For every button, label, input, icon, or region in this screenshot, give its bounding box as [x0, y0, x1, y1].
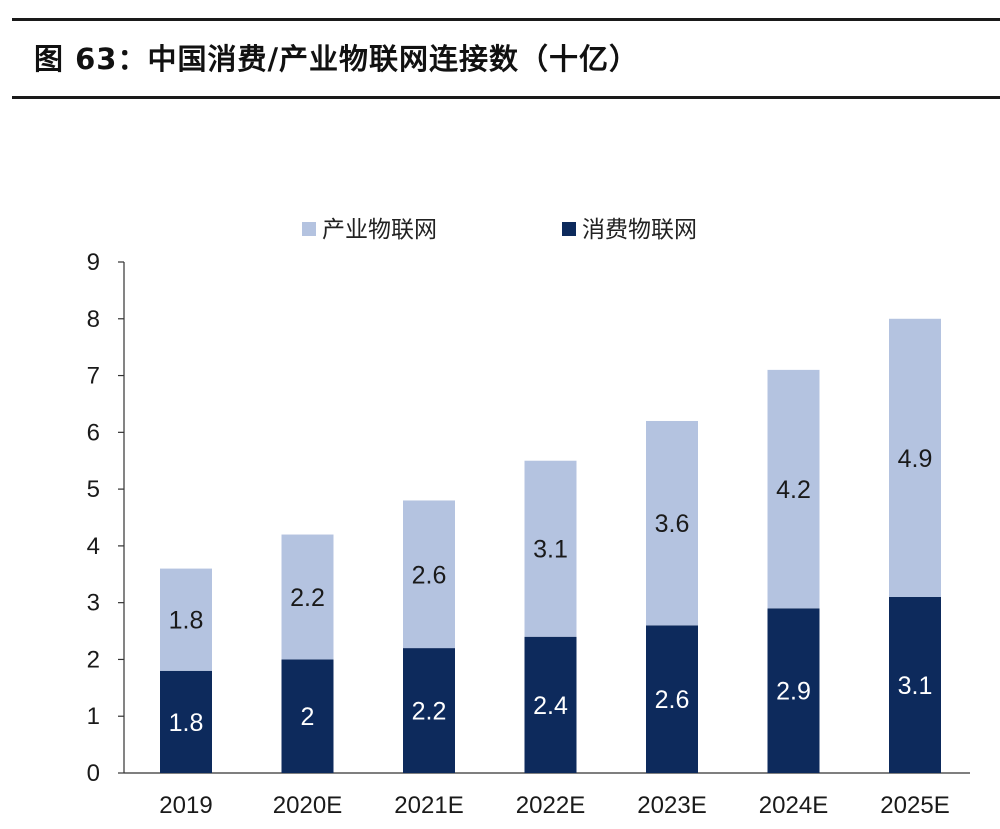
x-tick-label: 2023E — [637, 792, 706, 819]
bar-segment-consumer — [403, 648, 455, 773]
legend-swatch — [562, 222, 576, 236]
y-tick-label: 1 — [87, 703, 100, 730]
x-tick-label: 2025E — [880, 792, 949, 819]
x-tick-label: 2024E — [759, 792, 828, 819]
bar-segment-consumer — [281, 659, 334, 773]
legend-label: 消费物联网 — [582, 217, 697, 243]
data-label: 1.8 — [169, 607, 204, 635]
bar-segment-consumer — [889, 596, 941, 773]
x-tick-label: 2020E — [273, 792, 342, 819]
bar-segment-consumer — [524, 636, 577, 773]
bar-segment-industrial — [646, 420, 698, 626]
y-tick-label: 3 — [87, 590, 100, 617]
data-label: 2.6 — [412, 561, 447, 589]
y-tick-label: 6 — [87, 419, 100, 446]
bar-segment-industrial — [403, 500, 455, 649]
x-tick-label: 2022E — [516, 792, 585, 819]
bar-segment-industrial — [767, 369, 820, 609]
data-label: 1.8 — [169, 709, 204, 737]
y-tick-label: 4 — [87, 533, 100, 560]
data-label: 4.2 — [776, 476, 811, 504]
bar-segment-consumer — [646, 625, 698, 773]
y-tick-label: 9 — [87, 249, 100, 276]
y-tick-label: 0 — [87, 760, 100, 787]
title-top-rule — [12, 18, 1000, 21]
data-label: 2.9 — [776, 678, 811, 706]
y-tick-label: 5 — [87, 476, 100, 503]
bar-segment-industrial — [889, 318, 941, 597]
data-label: 2.4 — [533, 692, 568, 720]
legend-swatch — [302, 222, 316, 236]
data-label: 4.9 — [898, 445, 933, 473]
data-label: 2.6 — [655, 686, 690, 714]
bar-segment-consumer — [767, 608, 820, 773]
y-tick-label: 7 — [87, 363, 100, 390]
data-label: 2.2 — [412, 698, 447, 726]
data-label: 3.1 — [533, 536, 568, 564]
bar-segment-industrial — [524, 460, 577, 637]
data-label: 2 — [301, 703, 315, 731]
y-tick-label: 2 — [87, 646, 100, 673]
figure-title: 图 63：中国消费/产业物联网连接数（十亿） — [34, 42, 640, 76]
data-label: 3.1 — [898, 672, 933, 700]
data-label: 3.6 — [655, 510, 690, 538]
bar-segment-consumer — [160, 670, 212, 773]
bar-segment-industrial — [160, 568, 212, 671]
bar-segment-industrial — [281, 534, 334, 660]
x-tick-label: 2021E — [394, 792, 463, 819]
x-tick-label: 2019 — [159, 792, 212, 819]
legend-label: 产业物联网 — [322, 217, 437, 243]
y-tick-label: 8 — [87, 306, 100, 333]
title-bottom-rule — [12, 96, 1000, 99]
data-label: 2.2 — [290, 584, 325, 612]
